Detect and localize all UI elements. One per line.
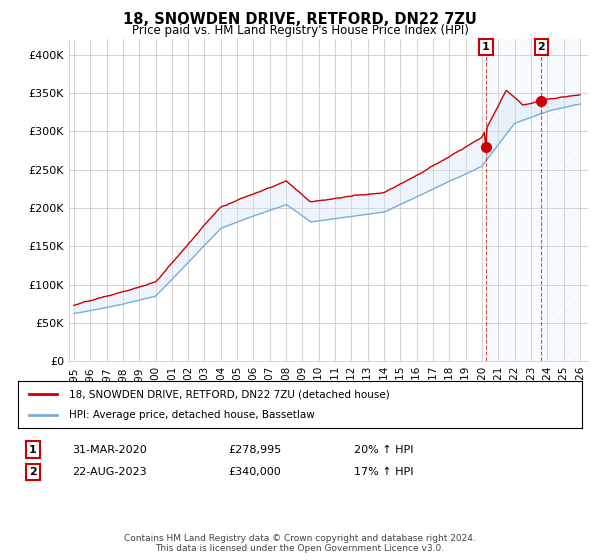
Text: £340,000: £340,000 xyxy=(228,467,281,477)
Text: 18, SNOWDEN DRIVE, RETFORD, DN22 7ZU (detached house): 18, SNOWDEN DRIVE, RETFORD, DN22 7ZU (de… xyxy=(69,389,389,399)
Text: £278,995: £278,995 xyxy=(228,445,281,455)
Text: 2: 2 xyxy=(538,42,545,52)
Text: 17% ↑ HPI: 17% ↑ HPI xyxy=(354,467,413,477)
Text: Contains HM Land Registry data © Crown copyright and database right 2024.
This d: Contains HM Land Registry data © Crown c… xyxy=(124,534,476,553)
Text: 31-MAR-2020: 31-MAR-2020 xyxy=(72,445,147,455)
Text: HPI: Average price, detached house, Bassetlaw: HPI: Average price, detached house, Bass… xyxy=(69,410,314,420)
Text: Price paid vs. HM Land Registry's House Price Index (HPI): Price paid vs. HM Land Registry's House … xyxy=(131,24,469,36)
Text: 2: 2 xyxy=(29,467,37,477)
Text: 20% ↑ HPI: 20% ↑ HPI xyxy=(354,445,413,455)
Text: 18, SNOWDEN DRIVE, RETFORD, DN22 7ZU: 18, SNOWDEN DRIVE, RETFORD, DN22 7ZU xyxy=(123,12,477,27)
Text: 1: 1 xyxy=(482,42,490,52)
Text: 1: 1 xyxy=(29,445,37,455)
Text: 22-AUG-2023: 22-AUG-2023 xyxy=(72,467,146,477)
